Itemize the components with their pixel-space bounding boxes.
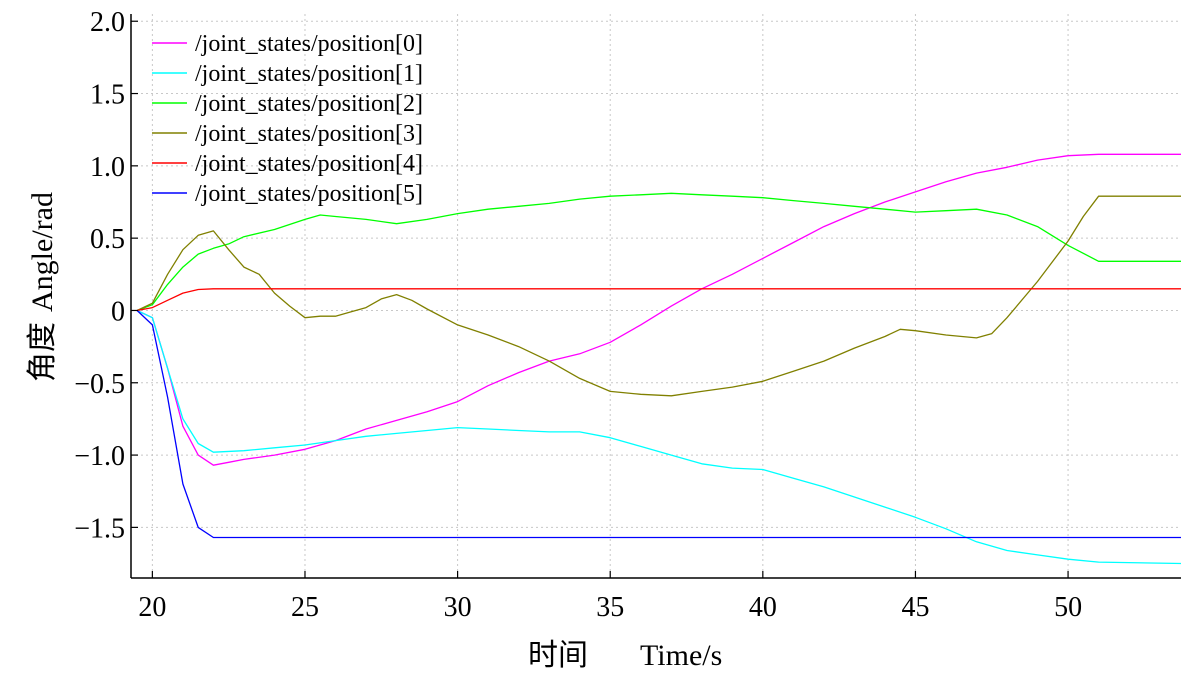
legend-label-3: /joint_states/position[3] bbox=[195, 121, 423, 147]
y-tick-label: 2.0 bbox=[90, 7, 125, 38]
legend: /joint_states/position[0] /joint_states/p… bbox=[152, 31, 423, 207]
legend-label-0: /joint_states/position[0] bbox=[195, 31, 423, 57]
ticks: 20 25 30 35 40 45 50 2.0 1.5 1.0 0.5 0 −0.5 −1.0 −1.5 bbox=[74, 7, 1082, 623]
y-tick-label: 1.0 bbox=[90, 152, 125, 183]
series-line-4 bbox=[136, 288, 1181, 312]
series-line-2 bbox=[136, 192, 1181, 312]
x-tick-label: 25 bbox=[291, 592, 319, 623]
series-line-5 bbox=[136, 310, 1181, 539]
legend-label-1: /joint_states/position[1] bbox=[195, 61, 423, 87]
y-tick-label: −1.0 bbox=[74, 441, 125, 472]
axes bbox=[130, 14, 1181, 579]
x-tick-label: 50 bbox=[1054, 592, 1082, 623]
y-tick-label: −0.5 bbox=[74, 369, 125, 400]
x-axis-title-cn: 时间 bbox=[528, 639, 588, 672]
legend-label-4: /joint_states/position[4] bbox=[195, 151, 423, 177]
series-line-3 bbox=[136, 195, 1181, 397]
series-line-1 bbox=[136, 309, 1182, 565]
legend-label-2: /joint_states/position[2] bbox=[195, 91, 423, 117]
series-line-0 bbox=[136, 153, 1181, 466]
series-lines bbox=[136, 153, 1182, 565]
y-axis-title: Angle/rad bbox=[26, 192, 59, 312]
x-tick-label: 30 bbox=[444, 592, 472, 623]
x-tick-label: 20 bbox=[138, 592, 166, 623]
x-axis-title: Time/s bbox=[640, 639, 722, 672]
x-tick-label: 35 bbox=[596, 592, 624, 623]
y-tick-label: −1.5 bbox=[74, 513, 125, 544]
y-tick-label: 0.5 bbox=[90, 224, 125, 255]
x-tick-label: 45 bbox=[901, 592, 929, 623]
y-tick-label: 1.5 bbox=[90, 80, 125, 111]
y-axis-title-cn: 角度 bbox=[26, 322, 59, 382]
y-tick-label: 0 bbox=[111, 296, 125, 327]
grid bbox=[131, 14, 1181, 578]
legend-label-5: /joint_states/position[5] bbox=[195, 181, 423, 207]
x-tick-label: 40 bbox=[749, 592, 777, 623]
